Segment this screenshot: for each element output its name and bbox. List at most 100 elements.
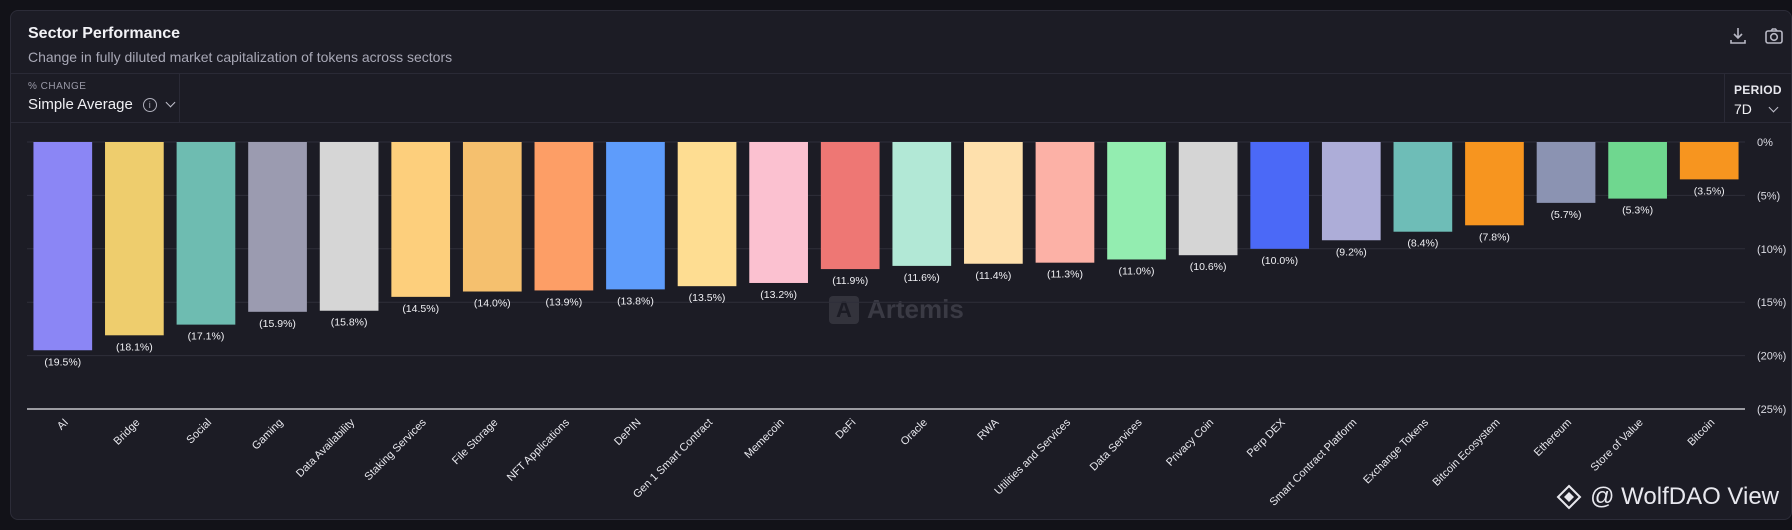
- x-tick-label: Data Services: [1088, 416, 1145, 473]
- bar: [391, 142, 451, 297]
- y-tick-label: (5%): [1757, 190, 1780, 202]
- bar: [892, 142, 952, 266]
- bar: [1107, 142, 1166, 260]
- bar: [1178, 142, 1238, 256]
- bar: [677, 142, 737, 287]
- sector-performance-panel: Sector Performance Change in fully dilut…: [10, 10, 1792, 520]
- y-tick-label: (10%): [1757, 244, 1786, 256]
- bar: [319, 142, 379, 311]
- period-selector: PERIOD 7D: [1724, 74, 1791, 122]
- period-value: 7D: [1734, 101, 1752, 117]
- x-tick-label: RWA: [975, 416, 1002, 443]
- x-tick-label: DePIN: [612, 417, 643, 448]
- bar: [462, 142, 522, 292]
- x-tick-label: Gen 1 Smart Contract: [631, 417, 715, 501]
- data-label: (5.7%): [1551, 209, 1582, 221]
- wolfdao-watermark: @ WolfDAO View: [1556, 483, 1779, 511]
- data-label: (14.0%): [474, 298, 511, 310]
- bar: [105, 142, 164, 336]
- data-label: (17.1%): [188, 331, 225, 343]
- artemis-watermark: A Artemis: [829, 294, 964, 325]
- data-label: (13.9%): [545, 296, 582, 308]
- bar: [1679, 142, 1739, 180]
- bar: [33, 142, 93, 351]
- bar: [606, 142, 665, 290]
- data-label: (10.0%): [1261, 255, 1298, 267]
- bar: [1250, 142, 1310, 249]
- data-label: (11.6%): [904, 272, 940, 284]
- bar: [1393, 142, 1453, 232]
- y-tick-label: (15%): [1757, 297, 1786, 309]
- bar: [749, 142, 808, 283]
- x-tick-label: Bridge: [112, 417, 143, 448]
- header-actions: [1727, 25, 1785, 47]
- x-tick-label: Bitcoin Ecosystem: [1431, 417, 1503, 489]
- bar: [248, 142, 307, 312]
- period-label: PERIOD: [1734, 83, 1782, 97]
- download-icon[interactable]: [1727, 25, 1749, 47]
- x-tick-label: Store of Value: [1589, 417, 1646, 474]
- data-label: (13.8%): [617, 295, 654, 307]
- y-tick-label: (20%): [1757, 351, 1786, 363]
- data-label: (15.8%): [331, 317, 368, 329]
- bar: [1536, 142, 1596, 203]
- data-label: (5.3%): [1622, 205, 1653, 217]
- wolfdao-logo-icon: [1556, 484, 1582, 510]
- data-label: (11.9%): [832, 275, 868, 287]
- data-label: (8.4%): [1407, 238, 1438, 250]
- data-label: (7.8%): [1479, 231, 1510, 243]
- x-tick-label: File Storage: [450, 417, 500, 467]
- bar-chart: 0% (5%) (10%) (15%) (20%) (25%) (19.5%) AI (18.1…: [27, 137, 1786, 509]
- x-tick-label: Gaming: [250, 417, 286, 453]
- bar: [1465, 142, 1524, 226]
- x-tick-label: AI: [55, 417, 71, 433]
- data-label: (11.3%): [1047, 269, 1083, 281]
- x-tick-label: Oracle: [899, 417, 930, 448]
- panel-title: Sector Performance: [28, 25, 181, 42]
- x-tick-label: Memecoin: [742, 417, 786, 461]
- data-label: (9.2%): [1336, 246, 1367, 258]
- metric-dropdown[interactable]: Simple Average i: [28, 96, 176, 113]
- bar: [820, 142, 880, 270]
- artemis-watermark-text: Artemis: [867, 294, 964, 324]
- data-label: (14.5%): [402, 303, 439, 315]
- x-tick-label: Data Availability: [294, 416, 358, 480]
- x-tick-label: Utilities and Services: [992, 416, 1073, 497]
- x-tick-label: Social: [184, 417, 214, 447]
- x-tick-label: Staking Services: [362, 416, 429, 483]
- data-label: (3.5%): [1694, 185, 1725, 197]
- y-tick-label: 0%: [1757, 137, 1773, 149]
- x-tick-label: Privacy Coin: [1164, 417, 1216, 469]
- panel-subtitle: Change in fully diluted market capitaliz…: [28, 49, 453, 65]
- y-tick-label: (25%): [1757, 404, 1786, 416]
- bar: [176, 142, 236, 325]
- bar: [1608, 142, 1667, 199]
- data-label: (13.5%): [689, 292, 726, 304]
- x-tick-label: NFT Applications: [505, 416, 572, 483]
- panel-header: Sector Performance Change in fully dilut…: [11, 11, 1791, 73]
- x-tick-label: Bitcoin: [1685, 417, 1717, 449]
- data-label: (19.5%): [44, 356, 81, 368]
- bar: [1035, 142, 1095, 263]
- data-label: (11.4%): [975, 270, 1011, 282]
- bar: [1321, 142, 1381, 241]
- info-icon[interactable]: i: [142, 97, 157, 112]
- data-label: (11.0%): [1119, 265, 1155, 277]
- x-tick-label: Perp DEX: [1245, 416, 1289, 460]
- period-dropdown[interactable]: 7D: [1734, 101, 1779, 117]
- data-label: (10.6%): [1190, 261, 1227, 273]
- chart-controls: % CHANGE Simple Average i PERIOD 7D: [11, 73, 1791, 123]
- metric-label: % CHANGE: [28, 81, 87, 92]
- metric-selector: % CHANGE Simple Average i: [11, 74, 180, 122]
- artemis-logo-icon: A: [829, 295, 859, 324]
- camera-icon[interactable]: [1763, 25, 1785, 47]
- x-tick-label: Ethereum: [1532, 417, 1574, 459]
- data-label: (13.2%): [760, 289, 797, 301]
- bar: [534, 142, 594, 291]
- x-tick-label: Exchange Tokens: [1361, 416, 1431, 486]
- bar: [964, 142, 1023, 264]
- x-tick-label: DeFi: [833, 417, 858, 442]
- wolfdao-watermark-text: @ WolfDAO View: [1590, 483, 1779, 510]
- metric-value: Simple Average: [28, 96, 133, 113]
- data-label: (18.1%): [116, 341, 153, 353]
